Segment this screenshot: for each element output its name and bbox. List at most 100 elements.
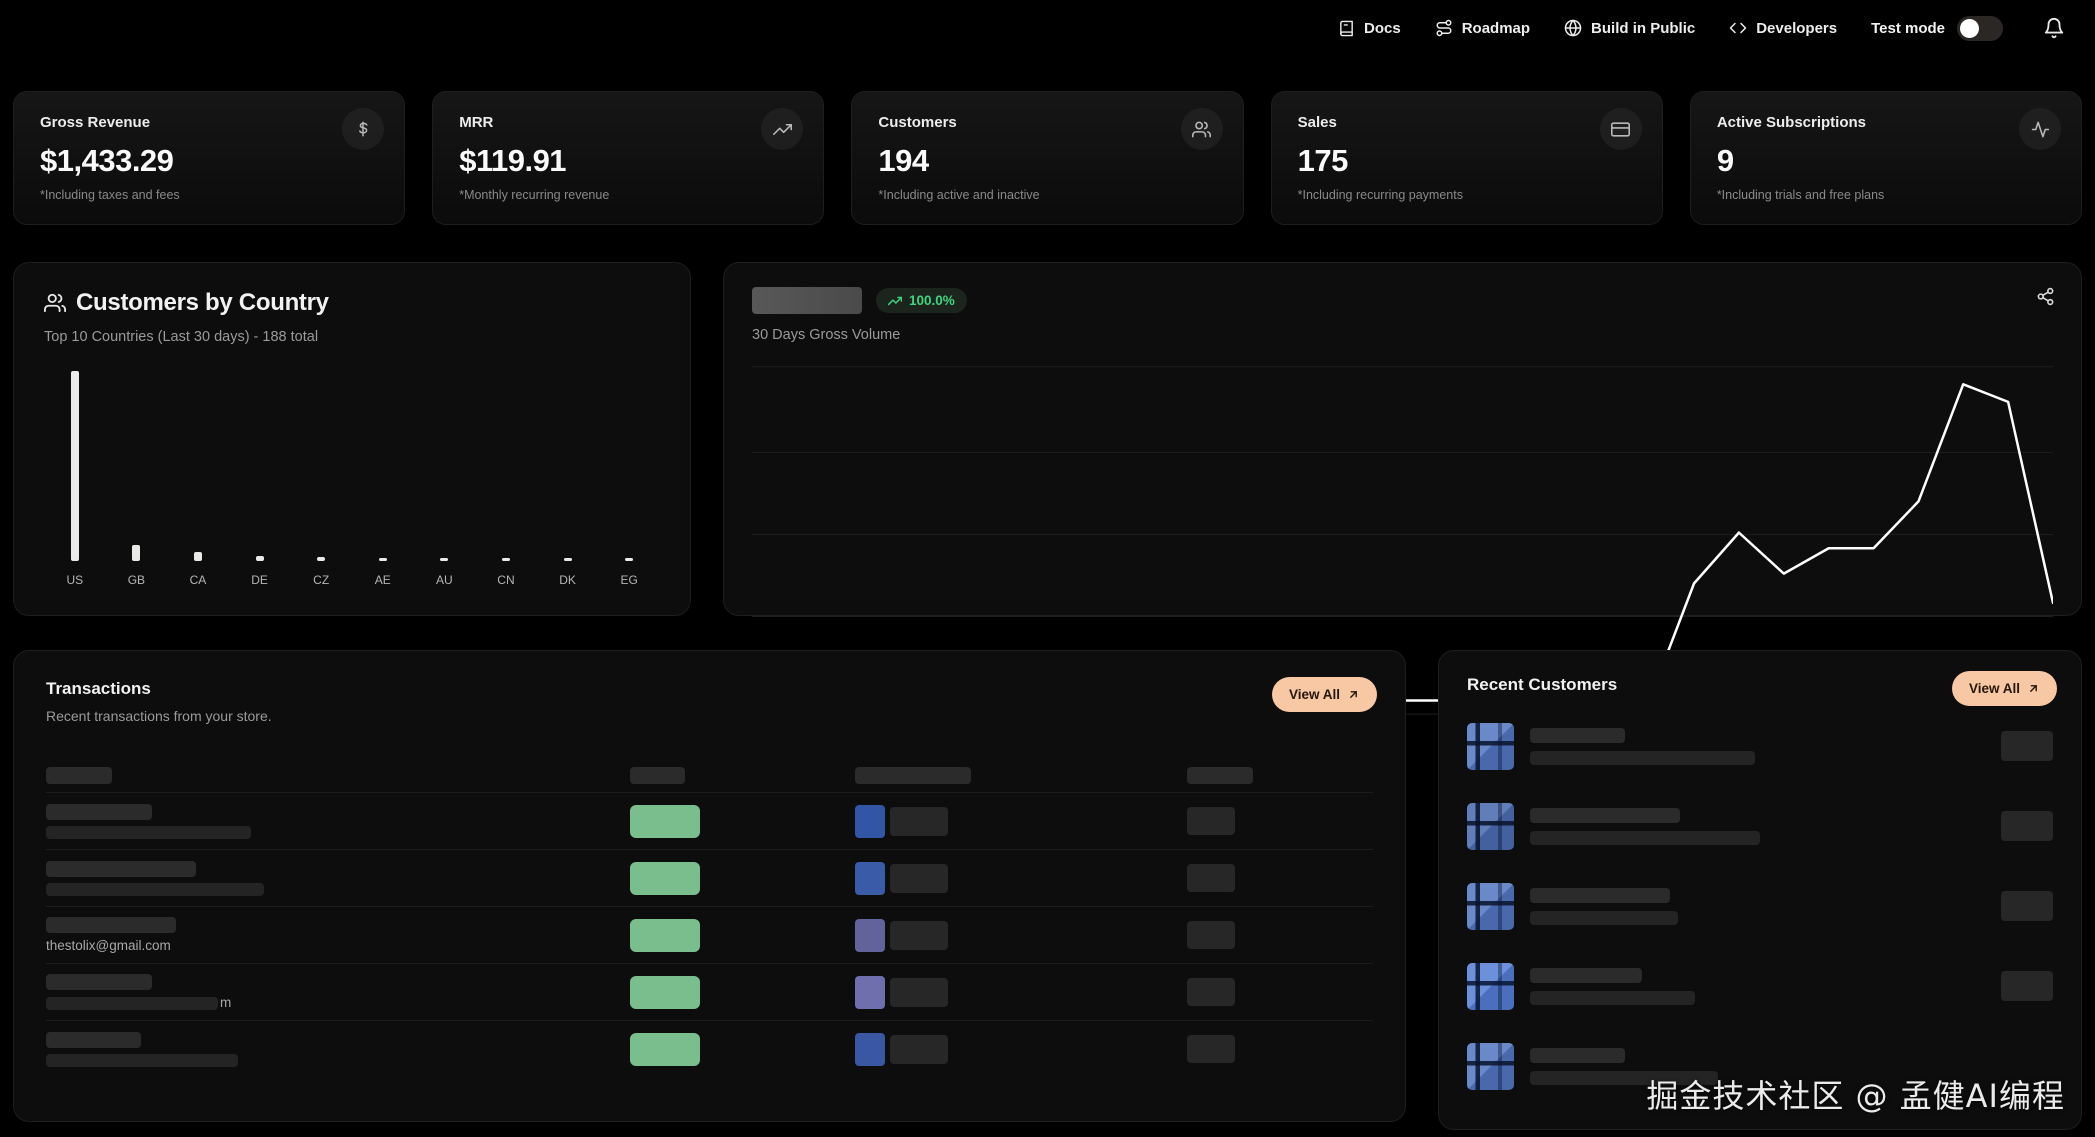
customer-amount-redacted — [2001, 891, 2053, 921]
customers-by-country-panel: Customers by Country Top 10 Countries (L… — [13, 262, 691, 616]
view-all-label: View All — [1968, 681, 2020, 696]
country-bar-ae: AE — [352, 371, 414, 587]
country-bar-us: US — [44, 371, 106, 587]
recent-customers-view-all-button[interactable]: View All — [1951, 671, 2057, 706]
stat-title: Customers — [878, 114, 957, 131]
payment-method-badge — [855, 918, 886, 952]
recent-customers-panel: Recent Customers View All — [1438, 650, 2082, 1130]
customer-list-item[interactable] — [1467, 803, 2053, 850]
stat-value: 9 — [1716, 143, 1734, 178]
dollar-icon — [342, 108, 385, 150]
nav-docs[interactable]: Docs — [1338, 20, 1401, 37]
stat-note: *Including active and inactive — [878, 188, 1040, 202]
recent-customers-title: Recent Customers — [1467, 675, 1618, 694]
status-badge — [629, 1032, 700, 1066]
stat-note: *Monthly recurring revenue — [459, 188, 610, 202]
growth-badge-value: 100.0% — [909, 293, 955, 308]
globe-icon — [1564, 19, 1582, 37]
status-badge — [629, 918, 700, 952]
toggle-knob — [1960, 18, 1979, 38]
amount-redacted — [1187, 864, 1236, 892]
stat-note: *Including trials and free plans — [1716, 188, 1885, 202]
stat-card-sales: Sales 175 *Including recurring payments — [1270, 91, 1663, 225]
customer-email: thestolix@gmail.com — [46, 938, 171, 953]
activity-icon — [2019, 108, 2062, 150]
country-bar-eg: EG — [598, 371, 660, 587]
transactions-panel: Transactions Recent transactions from yo… — [13, 650, 1406, 1122]
country-bar-gb: GB — [106, 371, 168, 587]
country-bar-de: DE — [229, 371, 291, 587]
payment-method-badge — [855, 975, 886, 1009]
test-mode-label: Test mode — [1871, 19, 1945, 37]
volume-panel-subtitle: 30 Days Gross Volume — [752, 327, 901, 343]
transaction-row[interactable] — [46, 849, 1373, 906]
nav-developers-label: Developers — [1756, 19, 1838, 37]
notifications-bell-icon[interactable] — [2043, 17, 2065, 39]
stat-value: 175 — [1297, 143, 1349, 178]
test-mode-control: Test mode — [1871, 15, 2003, 41]
country-panel-header: Customers by Country — [44, 289, 660, 317]
charts-row: Customers by Country Top 10 Countries (L… — [13, 262, 2082, 616]
payment-method-badge — [855, 804, 886, 838]
arrow-up-right-icon — [1347, 688, 1360, 701]
redacted-product-name — [752, 287, 862, 314]
status-badge — [629, 975, 700, 1009]
users-icon — [1180, 108, 1223, 150]
arrow-up-right-icon — [2027, 682, 2040, 695]
stat-card-active-subscriptions: Active Subscriptions 9 *Including trials… — [1689, 91, 2083, 225]
country-bar-dk: DK — [537, 371, 599, 587]
customer-amount-redacted — [2001, 811, 2053, 841]
customer-amount-redacted — [2001, 971, 2053, 1001]
stats-row: Gross Revenue $1,433.29 *Including taxes… — [13, 91, 2083, 225]
country-panel-subtitle: Top 10 Countries (Last 30 days) - 188 to… — [44, 329, 319, 345]
country-bar-cn: CN — [475, 371, 537, 587]
country-bar-au: AU — [414, 371, 476, 587]
customer-amount-redacted — [2001, 731, 2053, 761]
stat-card-gross-revenue: Gross Revenue $1,433.29 *Including taxes… — [13, 91, 406, 225]
transactions-title: Transactions — [46, 679, 151, 698]
customer-list-item[interactable] — [1467, 883, 2053, 930]
transaction-row[interactable]: m — [46, 963, 1373, 1020]
transaction-row[interactable] — [46, 1020, 1373, 1077]
country-panel-title: Customers by Country — [76, 289, 329, 316]
stat-value: $119.91 — [459, 143, 567, 178]
route-icon — [1435, 19, 1453, 37]
recent-customers-list — [1467, 723, 2053, 1090]
payment-method-badge — [855, 1032, 886, 1066]
amount-redacted — [1187, 978, 1236, 1006]
nav-build-in-public[interactable]: Build in Public — [1564, 19, 1695, 37]
tables-row: Transactions Recent transactions from yo… — [13, 650, 2082, 1130]
amount-redacted — [1187, 921, 1236, 949]
stat-title: Gross Revenue — [40, 114, 151, 131]
nav-roadmap[interactable]: Roadmap — [1435, 19, 1530, 37]
transaction-row[interactable] — [46, 792, 1373, 849]
transaction-row[interactable]: thestolix@gmail.com — [46, 906, 1373, 963]
customer-list-item[interactable] — [1467, 723, 2053, 770]
trending-up-icon — [888, 294, 902, 308]
share-icon[interactable] — [2036, 287, 2055, 306]
stat-value: $1,433.29 — [40, 143, 174, 178]
transactions-subtitle: Recent transactions from your store. — [46, 708, 272, 724]
transactions-view-all-button[interactable]: View All — [1271, 677, 1377, 712]
stat-card-mrr: MRR $119.91 *Monthly recurring revenue — [432, 91, 825, 225]
country-bar-cz: CZ — [290, 371, 352, 587]
customer-list-item[interactable] — [1467, 963, 2053, 1010]
stat-note: *Including taxes and fees — [40, 188, 180, 202]
nav-roadmap-label: Roadmap — [1461, 19, 1531, 37]
book-icon — [1338, 20, 1355, 37]
test-mode-toggle[interactable] — [1957, 15, 2003, 41]
customer-list-item[interactable] — [1467, 1043, 2053, 1090]
customer-avatar — [1467, 1043, 1514, 1090]
growth-badge: 100.0% — [876, 288, 967, 313]
customer-email-fragment: m — [220, 995, 232, 1010]
amount-redacted — [1187, 807, 1236, 835]
customer-avatar — [1467, 803, 1514, 850]
users-icon — [44, 292, 66, 314]
stat-value: 194 — [878, 143, 929, 178]
nav-developers[interactable]: Developers — [1729, 19, 1837, 37]
status-badge — [629, 861, 700, 895]
stat-note: *Including recurring payments — [1297, 188, 1463, 202]
volume-panel-header: 100.0% — [752, 287, 2053, 314]
country-bar-ca: CA — [167, 371, 229, 587]
transactions-table-header — [46, 758, 1373, 792]
